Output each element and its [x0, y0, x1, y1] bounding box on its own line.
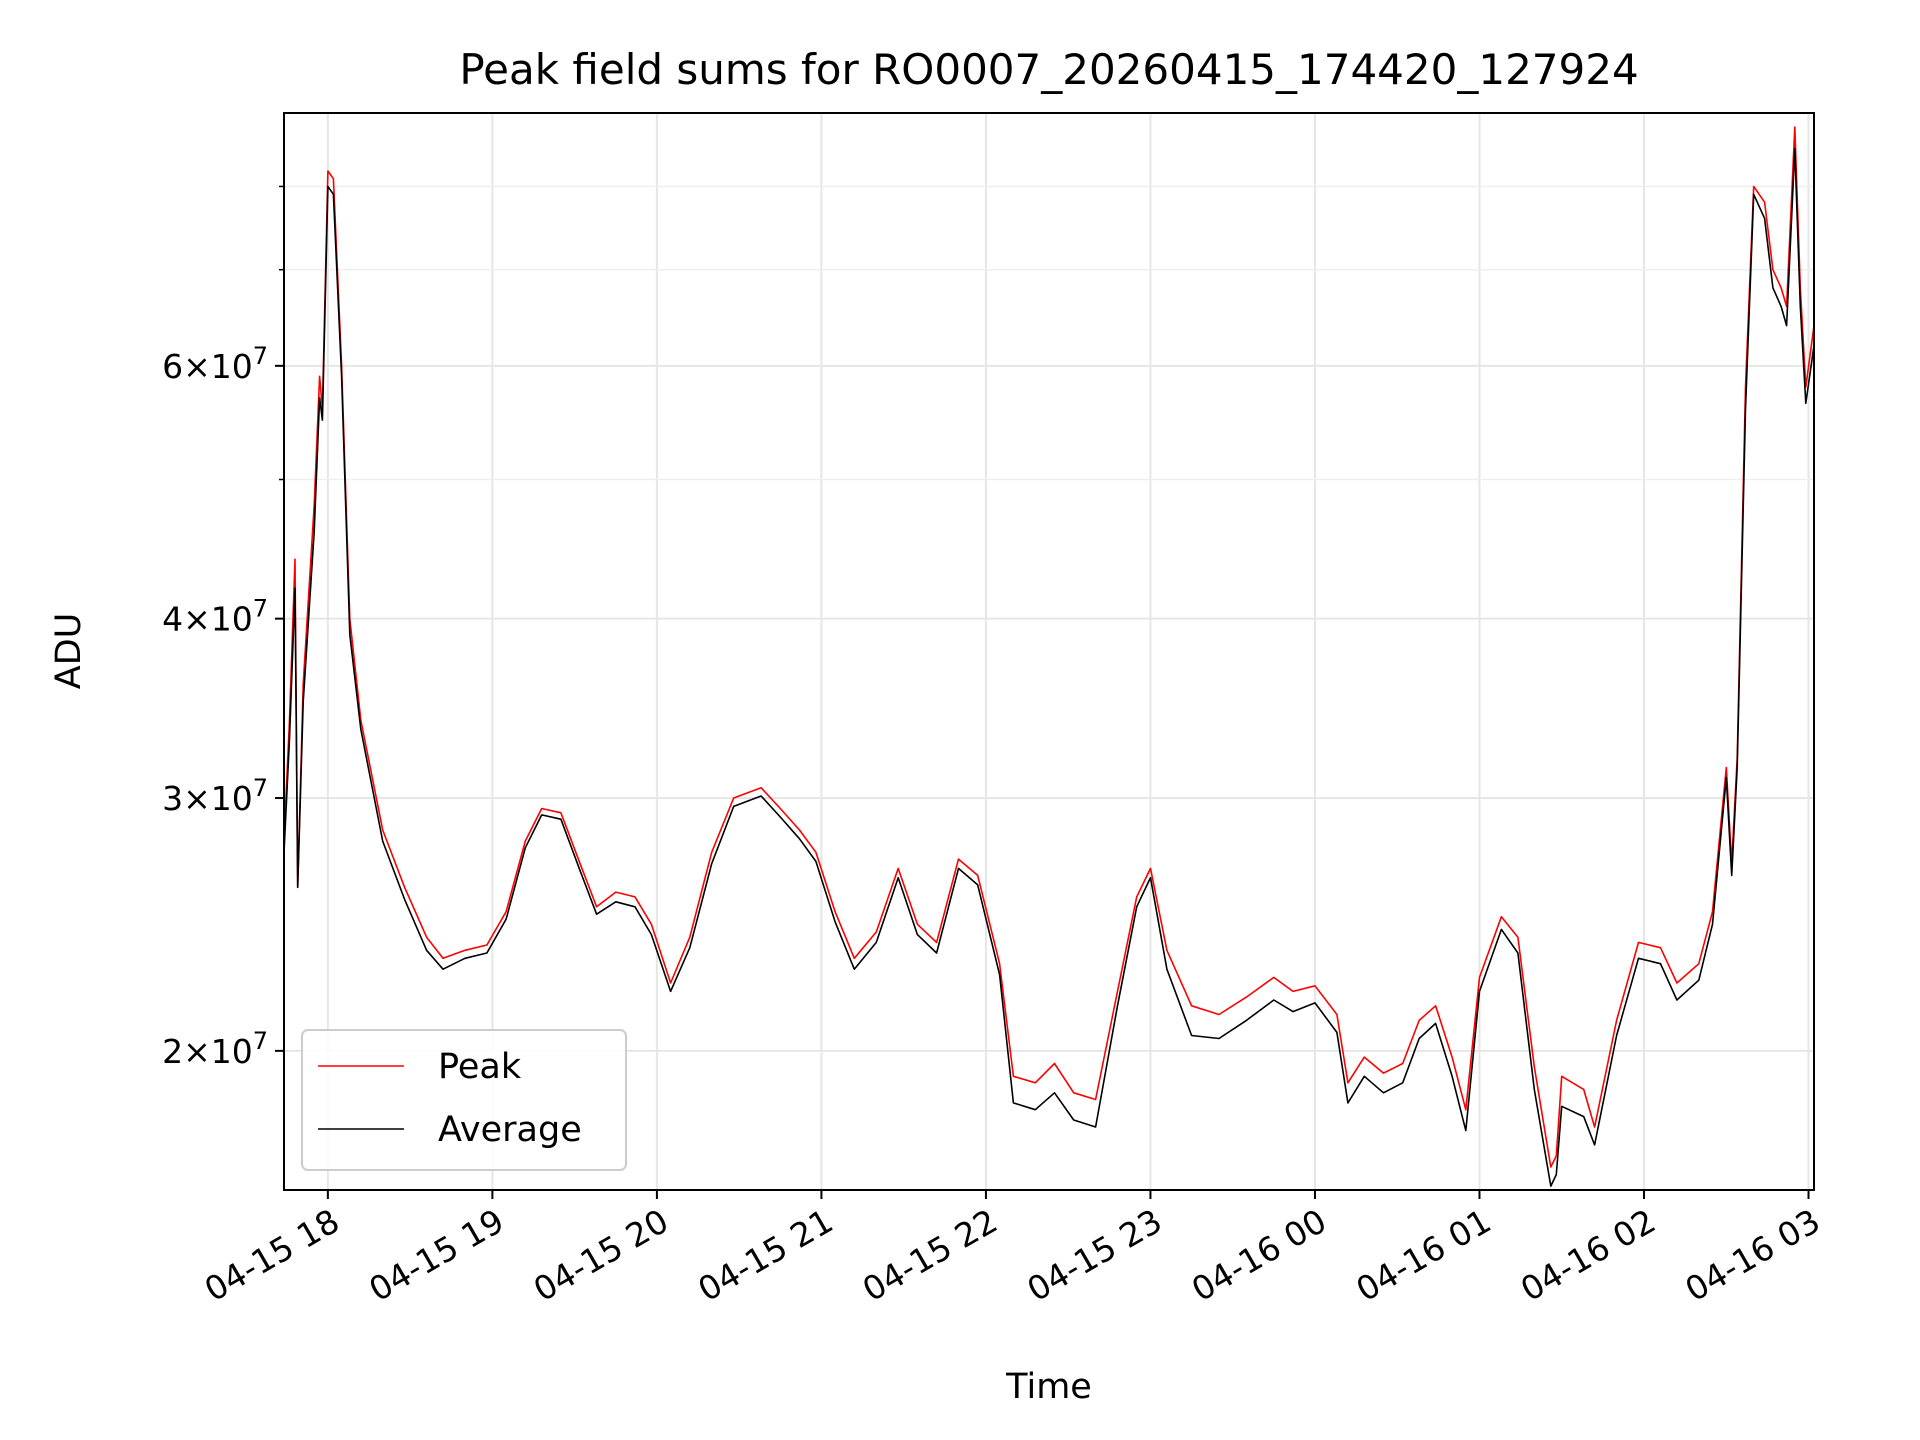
legend-label-peak: Peak [438, 1047, 522, 1087]
y-axis-label: ADU [49, 613, 89, 690]
y-tick-label: 3×107 [162, 774, 268, 818]
series-line-peak [284, 126, 1814, 1168]
x-axis-label: Time [1005, 1367, 1092, 1407]
legend: Peak Average [301, 1029, 627, 1171]
series-group [284, 126, 1814, 1187]
chart-title: Peak field sums for RO0007_20260415_1744… [459, 45, 1638, 94]
y-tick-label: 2×107 [162, 1027, 268, 1071]
y-tick-label: 6×107 [162, 342, 268, 386]
series-line-average [284, 147, 1814, 1187]
ticks [275, 185, 1810, 1199]
legend-label-average: Average [438, 1110, 582, 1150]
y-tick-label: 4×107 [162, 595, 268, 639]
plot-area-frame [283, 112, 1815, 1191]
legend-box [301, 1029, 627, 1171]
grid [284, 113, 1814, 1190]
